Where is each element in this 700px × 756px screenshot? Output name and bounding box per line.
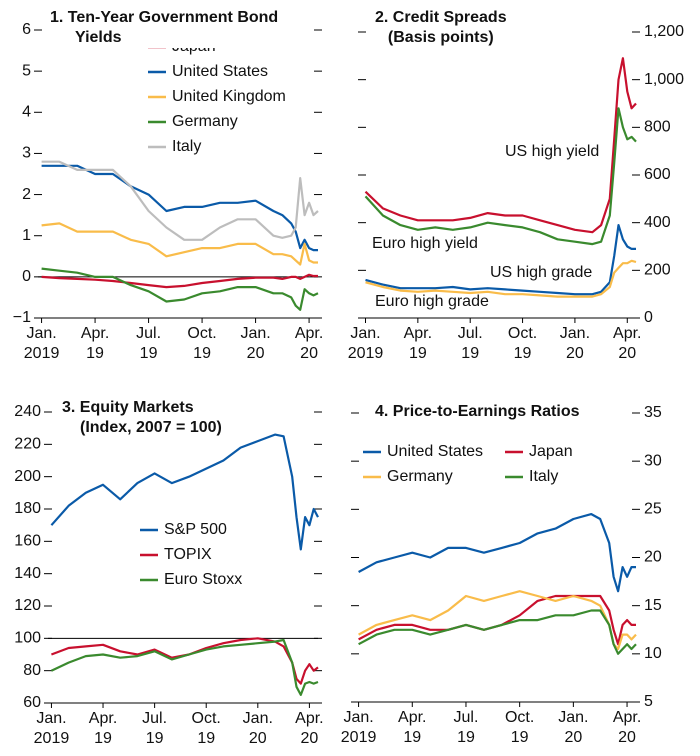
x-tick-label: Jul. 19: [454, 709, 479, 746]
x-tick-label: Apr. 19: [404, 325, 432, 362]
y-tick-label: 120: [14, 597, 41, 614]
y-tick-label: 5: [644, 693, 653, 710]
y-tick-label: 0: [22, 268, 31, 285]
y-tick-label: 160: [14, 533, 41, 550]
x-tick-label: Jan. 2019: [341, 709, 377, 746]
chart-title-3: 3. Equity Markets (Index, 2007 = 100): [62, 398, 222, 438]
y-tick-label: 15: [644, 597, 662, 614]
legend-label: United States: [387, 443, 483, 460]
subtitle: (Index, 2007 = 100): [80, 419, 222, 436]
x-tick-label: Oct. 19: [187, 325, 216, 362]
y-tick-label: −1: [13, 309, 31, 326]
x-tick-label: Jan. 20: [243, 710, 273, 747]
x-tick-label: Apr. 20: [613, 325, 641, 362]
y-tick-label: 60: [23, 694, 41, 711]
series-line: [358, 609, 637, 655]
x-tick-label: Jan. 20: [558, 709, 588, 746]
x-tick-label: Oct. 19: [505, 709, 534, 746]
legend-label: Germany: [387, 468, 453, 485]
series-label: Euro high yield: [372, 235, 478, 252]
y-tick-label: 6: [22, 21, 31, 38]
y-tick-label: 400: [644, 214, 671, 231]
chart-title-1: 1. Ten-Year Government Bond Yields: [50, 8, 300, 48]
y-tick-label: 5: [22, 62, 31, 79]
y-tick-label: 1: [22, 227, 31, 244]
x-tick-label: Oct. 19: [192, 710, 221, 747]
legend-label: Italy: [172, 138, 201, 155]
series-line: [41, 160, 319, 241]
x-tick-label: Apr. 19: [89, 710, 117, 747]
series-line: [365, 224, 636, 296]
x-tick-label: Jan. 2019: [24, 325, 60, 362]
chart-title-2: 2. Credit Spreads (Basis points): [375, 8, 507, 48]
y-tick-label: 200: [644, 262, 671, 279]
series-line: [50, 638, 319, 696]
series-line: [41, 164, 318, 252]
legend-label: Germany: [172, 113, 238, 130]
legend-label: TOPIX: [164, 546, 212, 563]
x-tick-label: Jul. 19: [136, 325, 161, 362]
y-tick-label: 30: [644, 452, 662, 469]
y-tick-label: 1,000: [644, 71, 684, 88]
x-tick-label: Jan. 2019: [34, 710, 70, 747]
y-tick-label: 200: [14, 468, 41, 485]
legend-label: United Kingdom: [172, 88, 286, 105]
series-line: [41, 267, 319, 311]
y-tick-label: 0: [644, 309, 653, 326]
x-tick-label: Apr. 20: [295, 325, 323, 362]
x-tick-label: Jan. 20: [240, 325, 270, 362]
legend-label: Japan: [529, 443, 573, 460]
y-tick-label: 180: [14, 500, 41, 517]
series-line: [358, 513, 636, 593]
legend-label: Euro Stoxx: [164, 571, 242, 588]
x-tick-label: Oct. 19: [508, 325, 537, 362]
y-tick-label: 800: [644, 119, 671, 136]
series-label: US high grade: [490, 264, 592, 281]
y-tick-label: 25: [644, 501, 662, 518]
x-tick-label: Apr. 19: [398, 709, 426, 746]
x-tick-label: Jul. 19: [458, 325, 483, 362]
title: 3. Equity Markets: [62, 399, 194, 416]
y-tick-label: 100: [14, 630, 41, 647]
legend-label: Italy: [529, 468, 558, 485]
x-tick-label: Apr. 19: [81, 325, 109, 362]
title: 2. Credit Spreads: [375, 9, 507, 26]
series-line: [50, 433, 319, 551]
y-tick-label: 2: [22, 186, 31, 203]
subtitle: (Basis points): [387, 29, 494, 46]
series-line: [41, 273, 318, 289]
legend-label: S&P 500: [164, 521, 227, 538]
x-tick-label: Jul. 19: [142, 710, 167, 747]
x-tick-label: Jan. 2019: [348, 325, 384, 362]
y-tick-label: 140: [14, 565, 41, 582]
x-tick-label: Apr. 20: [613, 709, 641, 746]
legend-label: United States: [172, 63, 268, 80]
y-tick-label: 4: [22, 104, 31, 121]
y-tick-label: 80: [23, 662, 41, 679]
y-tick-label: 35: [644, 404, 662, 421]
series-line: [364, 57, 637, 234]
y-tick-label: 600: [644, 166, 671, 183]
y-tick-label: 20: [644, 549, 662, 566]
series-line: [41, 222, 318, 266]
y-tick-label: 1,200: [644, 23, 684, 40]
series-line: [358, 590, 637, 651]
series-label: US high yield: [505, 143, 599, 160]
y-tick-label: 240: [14, 403, 41, 420]
x-tick-label: Apr. 20: [295, 710, 323, 747]
series-line: [51, 637, 319, 685]
y-tick-label: 10: [644, 645, 662, 662]
series-line: [365, 259, 637, 298]
y-tick-label: 3: [22, 145, 31, 162]
x-tick-label: Jan. 20: [560, 325, 590, 362]
series-label: Euro high grade: [375, 293, 489, 310]
y-tick-label: 220: [14, 436, 41, 453]
series-line: [364, 107, 637, 246]
chart-title-4: 4. Price-to-Earnings Ratios: [375, 402, 580, 422]
